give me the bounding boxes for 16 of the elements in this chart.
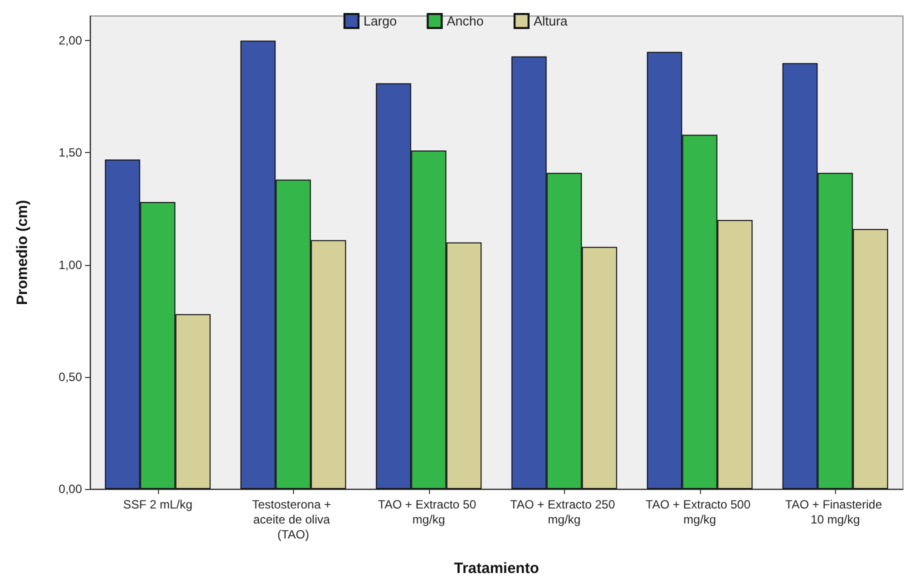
y-tick-label: 1,00 bbox=[58, 258, 82, 272]
x-tick-label: TAO + Extracto 50 mg/kg bbox=[378, 498, 480, 526]
legend-label: Altura bbox=[534, 14, 568, 28]
y-tick-label: 0,50 bbox=[58, 370, 82, 384]
x-tick-label: TAO + Extracto 250 mg/kg bbox=[510, 498, 618, 526]
y-axis-title: Promedio (cm) bbox=[14, 200, 31, 306]
x-tick-label: TAO + Finasteride 10 mg/kg bbox=[785, 498, 886, 526]
legend-label: Ancho bbox=[446, 14, 484, 28]
y-tick-label: 2,00 bbox=[58, 34, 82, 48]
x-axis-title: Tratamiento bbox=[454, 560, 540, 577]
x-tick-label: SSF 2 mL/kg bbox=[123, 498, 192, 512]
legend-label: Largo bbox=[363, 14, 397, 28]
y-tick-label: 1,50 bbox=[58, 146, 82, 160]
x-tick-label: Testosterona + aceite de oliva (TAO) bbox=[252, 498, 334, 542]
y-tick-label: 0,00 bbox=[58, 482, 82, 496]
x-tick-label: TAO + Extracto 500 mg/kg bbox=[646, 498, 754, 526]
